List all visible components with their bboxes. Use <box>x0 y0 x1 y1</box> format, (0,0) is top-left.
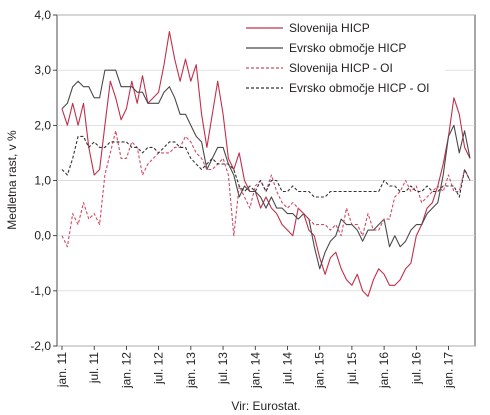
y-axis-ticks: -2,0 -1,0 0,0 1,0 2,0 3,0 4,0 <box>30 8 57 353</box>
x-tick-label: jan. 16 <box>377 352 391 389</box>
legend-label-4: Evrsko območje HICP - OI <box>289 81 429 95</box>
y-tick-label: 1,0 <box>34 174 51 188</box>
y-tick-label: 3,0 <box>34 63 51 77</box>
series-line-3 <box>61 130 471 248</box>
series-lines <box>61 30 471 297</box>
y-tick-label: -2,0 <box>30 339 51 353</box>
y-tick-label: 4,0 <box>34 8 51 22</box>
x-tick-label: jan. 17 <box>442 352 456 389</box>
y-tick-label: 2,0 <box>34 118 51 132</box>
x-axis-ticks: jan. 11 jul. 11 jan. 12 jul. 12 jan. 13 jul. … <box>55 346 456 389</box>
x-tick-label: jan. 15 <box>313 352 327 389</box>
x-tick-label: jul. 11 <box>87 352 101 384</box>
x-tick-label: jul. 14 <box>280 352 294 385</box>
y-tick-label: -1,0 <box>30 284 51 298</box>
x-tick-label: jul. 12 <box>152 352 166 385</box>
x-tick-label: jan. 11 <box>55 352 69 388</box>
series-line-4 <box>61 135 471 198</box>
x-tick-label: jul. 13 <box>216 352 230 385</box>
legend-label-2: Evrsko območje HICP <box>289 41 406 55</box>
x-tick-label: jan. 12 <box>119 352 133 389</box>
legend-label-3: Slovenija HICP - OI <box>289 61 393 75</box>
x-tick-label: jul. 16 <box>409 352 423 385</box>
y-axis-title: Medletna rast, v % <box>5 130 19 230</box>
legend: Slovenija HICP Evrsko območje HICP Sloveni… <box>240 18 445 102</box>
series-line-1 <box>61 30 471 297</box>
x-tick-label: jan. 14 <box>248 352 262 389</box>
legend-background <box>240 18 445 102</box>
legend-label-1: Slovenija HICP <box>289 21 370 35</box>
series-line-2 <box>61 69 471 270</box>
y-tick-label: 0,0 <box>34 229 51 243</box>
x-tick-label: jul. 15 <box>345 352 359 385</box>
source-note: Vir: Eurostat. <box>231 399 300 413</box>
x-tick-label: jan. 13 <box>184 352 198 389</box>
